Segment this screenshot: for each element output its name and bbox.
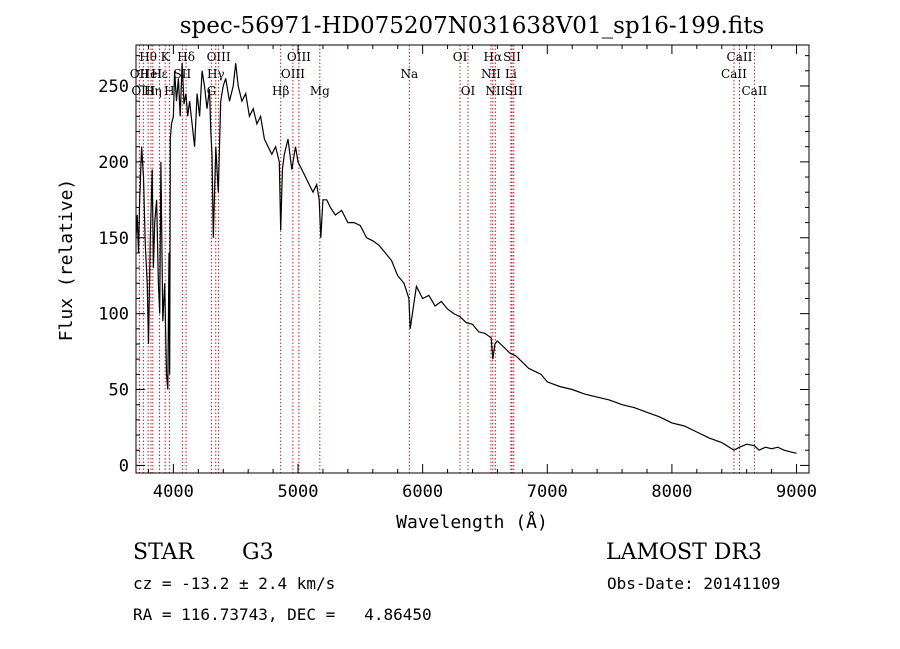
object-type: STAR [133, 540, 194, 565]
spectral-line-label: NII [481, 67, 501, 81]
spectral-line-label: Hη [144, 84, 162, 98]
spectral-line-label: G [207, 84, 217, 98]
spectral-line-label: CaII [741, 84, 767, 98]
spectral-line-label: OI [453, 50, 468, 64]
x-axis-label: Wavelength (Å) [396, 511, 548, 533]
coordinates: RA = 116.73743, DEC = 4.86450 [133, 605, 432, 624]
y-tick-label: 50 [109, 381, 129, 401]
spectral-line-label: OIII [287, 50, 311, 64]
chart-title: spec-56971-HD075207N031638V01_sp16-199.f… [180, 13, 765, 39]
y-tick-label: 150 [98, 229, 129, 249]
spectral-lines: Hθ OII OIII HeI Hη K H Hε SII Hδ OIII Hγ G Hβ OIII OIII… [130, 45, 768, 473]
spectral-line-label: K [161, 50, 171, 64]
spectral-line-label: Hβ [272, 84, 289, 98]
x-tick-label: 8000 [651, 482, 692, 502]
flux-series-layer [135, 63, 797, 454]
spectral-line-label: NII [485, 84, 505, 98]
spectral-line-label: Hθ [139, 50, 157, 64]
plot-frame [135, 44, 810, 474]
spectral-line-label: Na [400, 67, 418, 81]
flux-series-line [135, 63, 797, 454]
spectral-line-label: Li [505, 67, 517, 81]
spectral-line-label: OIII [131, 84, 155, 98]
y-tick-label: 200 [98, 153, 129, 173]
y-tick-label: 0 [119, 456, 129, 476]
x-tick-label: 9000 [776, 482, 817, 502]
x-tick-label: 6000 [402, 482, 443, 502]
spectral-line-label: OIII [281, 67, 305, 81]
x-axis: 4000 5000 6000 7000 8000 9000 [147, 45, 817, 502]
y-tick-label: 100 [98, 305, 129, 325]
spectral-line-label: H [164, 84, 174, 98]
x-tick-label: 5000 [278, 482, 319, 502]
redshift-velocity: cz = -13.2 ± 2.4 km/s [133, 574, 336, 593]
spectral-line-label: Hγ [207, 67, 225, 81]
x-tick-label: 7000 [527, 482, 568, 502]
spectral-line-label: Mg [310, 84, 330, 98]
y-axis: 0 50 100 150 200 250 [98, 55, 809, 476]
spectral-line-label: SII [505, 84, 523, 98]
spectral-line-label: OIII [207, 50, 231, 64]
x-tick-label: 4000 [153, 482, 194, 502]
spectral-line-label: SII [503, 50, 521, 64]
survey-name: LAMOST DR3 [606, 540, 762, 565]
y-axis-label: Flux (relative) [56, 179, 77, 342]
spectral-line-label: OII [130, 67, 150, 81]
spectral-line-label: Hε [151, 67, 168, 81]
spectral-subclass: G3 [242, 540, 274, 565]
y-tick-label: 250 [98, 77, 129, 97]
spectral-line-label: Hα [484, 50, 503, 64]
spectral-line-label: CaII [727, 50, 753, 64]
spectral-line-label: HeI [140, 67, 163, 81]
spectral-line-label: Hδ [177, 50, 195, 64]
spectral-line-label: CaII [721, 67, 747, 81]
observation-date: Obs-Date: 20141109 [607, 574, 781, 593]
spectral-line-label: OI [461, 84, 476, 98]
